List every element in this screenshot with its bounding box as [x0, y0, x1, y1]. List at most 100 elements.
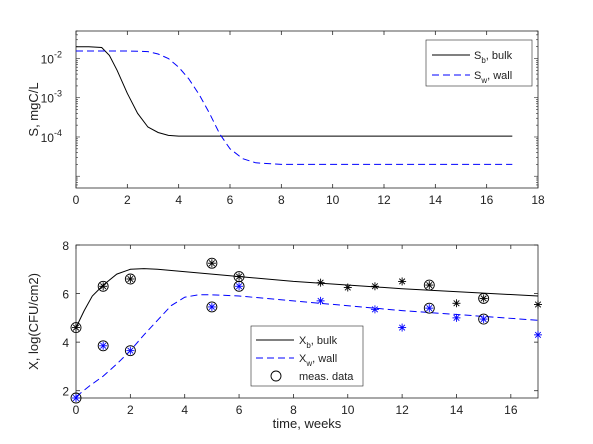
bottom-y-axis-label: X, log(CFU/cm2)	[26, 273, 41, 370]
legend-name: X	[299, 353, 307, 365]
bottom-y-tick-label: 4	[62, 336, 69, 350]
top-x-tick-label: 4	[175, 193, 182, 207]
data-point-circle	[70, 322, 82, 334]
data-point-circle	[124, 273, 136, 285]
data-point-star	[207, 302, 216, 311]
top-legend-label: Sw, wall	[474, 70, 512, 85]
star-stroke	[344, 284, 351, 291]
data-point-star	[207, 259, 216, 268]
top-y-axis-label: S, mgC/L	[26, 82, 41, 136]
data-point-circle	[124, 345, 136, 357]
bottom-x-tick-label: 4	[181, 403, 188, 417]
bottom-x-tick-label: 0	[73, 403, 80, 417]
data-point-star	[452, 313, 461, 322]
data-point-star	[99, 341, 108, 350]
top-y-tick-exp: -2	[54, 49, 62, 59]
bottom-series-bulk-line	[75, 268, 539, 328]
star-stroke	[480, 315, 487, 323]
data-point-circle	[478, 292, 490, 304]
star-stroke	[100, 283, 107, 290]
star-stroke	[72, 324, 80, 331]
top-legend-box	[425, 39, 533, 87]
top-y-tick-exp: -4	[54, 128, 62, 138]
star-stroke	[100, 342, 107, 349]
bottom-legend-box	[250, 325, 364, 387]
legend-name: meas. data	[299, 371, 354, 383]
bottom-x-tick-label: 2	[127, 403, 134, 417]
bottom-y-tick-label: 6	[62, 288, 69, 302]
top-x-tick-label: 0	[73, 193, 80, 207]
bottom-x-tick-label: 16	[504, 403, 518, 417]
data-point-star	[452, 299, 461, 308]
top-y-tick-exp: -3	[54, 89, 62, 99]
bottom-y-tick-label: 8	[62, 239, 69, 253]
top-x-tick-label: 12	[377, 193, 391, 207]
data-point-star	[425, 281, 434, 290]
top-y-tick-base: 10	[41, 131, 55, 145]
top-x-tick-label: 6	[227, 193, 234, 207]
legend-sub: w	[305, 359, 312, 368]
top-x-tick-label: 18	[531, 193, 545, 207]
data-point-circle	[423, 302, 435, 314]
bottom-series-wall-line	[75, 294, 539, 398]
bottom-x-tick-label: 8	[290, 403, 297, 417]
bottom-x-tick-label: 6	[236, 403, 243, 417]
bottom-y-tick-label: 2	[62, 385, 69, 399]
star-stroke	[453, 300, 460, 307]
data-point-star	[370, 282, 379, 291]
legend-suffix: , bulk	[311, 335, 338, 347]
bottom-x-tick-label: 14	[450, 403, 464, 417]
data-point-star	[72, 323, 80, 332]
bottom-legend-label: Xw, wall	[299, 353, 337, 368]
star-stroke	[398, 278, 406, 285]
top-y-tick-base: 10	[41, 92, 55, 106]
top-y-tick-label: 10-3	[41, 89, 62, 106]
data-point-star	[99, 282, 108, 291]
star-stroke	[398, 324, 406, 331]
star-stroke	[127, 347, 134, 354]
star-stroke	[235, 273, 243, 280]
star-stroke	[534, 331, 542, 338]
legend-suffix: , bulk	[486, 50, 513, 62]
bottom-x-axis-label: time, weeks	[273, 416, 342, 431]
data-point-circle	[423, 279, 435, 291]
data-point-star	[235, 272, 244, 281]
star-stroke	[534, 301, 542, 308]
top-x-tick-label: 2	[124, 193, 131, 207]
top-series-bulk-line	[76, 46, 513, 137]
top-x-tick-label: 14	[429, 193, 443, 207]
bottom-x-tick-label: 10	[341, 403, 355, 417]
data-point-star	[425, 304, 434, 313]
data-point-star	[479, 294, 488, 303]
top-legend-label: Sb, bulk	[474, 50, 513, 65]
star-stroke	[371, 283, 379, 290]
legend-name: S	[474, 50, 481, 62]
data-point-circle	[478, 313, 490, 325]
legend-suffix: , wall	[312, 353, 337, 365]
star-stroke	[426, 281, 433, 289]
bottom-x-tick-label: 12	[395, 403, 409, 417]
top-x-tick-label: 16	[480, 193, 494, 207]
star-stroke	[453, 314, 460, 321]
legend-sub: w	[480, 76, 487, 85]
star-stroke	[317, 279, 324, 286]
data-point-star	[126, 346, 135, 355]
legend-name: S	[474, 70, 481, 82]
data-point-star	[479, 315, 488, 324]
top-x-tick-label: 8	[278, 193, 285, 207]
top-y-tick-label: 10-4	[41, 128, 62, 145]
legend-name: X	[299, 335, 307, 347]
data-point-star	[72, 394, 80, 402]
data-point-circle	[233, 280, 245, 292]
data-point-circle	[206, 301, 218, 313]
legend-suffix: , wall	[487, 70, 512, 82]
data-point-star	[316, 296, 325, 305]
top-x-tick-label: 10	[326, 193, 340, 207]
top-y-tick-base: 10	[41, 52, 55, 66]
top-y-tick-label: 10-2	[41, 49, 62, 66]
data-point-star	[343, 283, 352, 292]
